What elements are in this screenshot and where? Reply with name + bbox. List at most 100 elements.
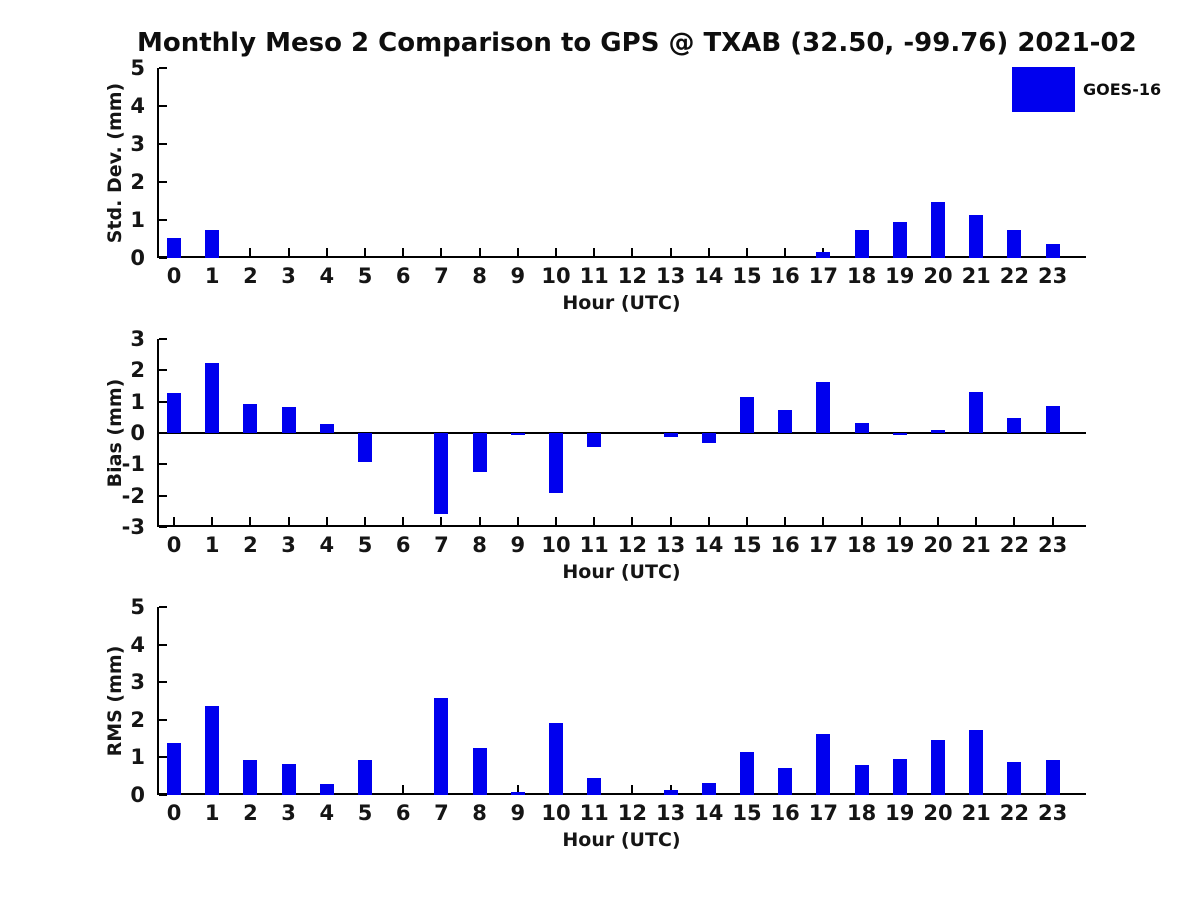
x-tick (440, 517, 443, 525)
x-tick (822, 517, 825, 525)
bar-hour-20 (931, 430, 945, 433)
y-tick (159, 606, 167, 608)
bar-hour-19 (892, 221, 907, 258)
x-tick (516, 248, 519, 256)
y-tick (159, 257, 167, 259)
x-tick (669, 785, 672, 793)
bar-hour-0 (167, 743, 181, 795)
y-tick (159, 756, 167, 759)
x-tick-label: 14 (694, 264, 724, 288)
x-tick-label: 13 (655, 264, 686, 288)
zero-line (157, 432, 1086, 434)
y-tick (159, 181, 167, 183)
bar-hour-18 (854, 229, 869, 258)
x-tick (516, 517, 519, 525)
subplot-stddev: 0 1 2 3 4 5 0 1 2 3 4 5 6 7 8 9 10 11 12 13 14 15 16 17 18 19 20 21… (104, 56, 1086, 314)
x-tick-label: 19 (885, 801, 915, 825)
bar-hour-7 (434, 697, 449, 795)
x-tick-label: 20 (923, 801, 953, 825)
x-axis-label: Hour (UTC) (562, 292, 681, 314)
x-tick-label: 22 (999, 264, 1029, 288)
y-tick-label: -1 (121, 452, 145, 477)
bar-hour-1 (205, 706, 220, 795)
x-tick-label: 10 (541, 533, 571, 557)
x-tick-label: 9 (510, 801, 526, 825)
y-tick-label: 0 (130, 246, 145, 270)
bar-hour-11 (587, 778, 602, 795)
x-tick-label: 20 (923, 533, 953, 557)
x-tick (211, 517, 214, 525)
x-tick (555, 248, 557, 256)
x-tick (784, 517, 787, 525)
bar-hour-1 (205, 230, 220, 258)
y-tick-label: 1 (130, 389, 145, 414)
x-tick-label: 12 (617, 533, 647, 557)
bar-hour-23 (1045, 406, 1060, 433)
x-tick (975, 517, 978, 525)
bar-hour-21 (969, 730, 984, 795)
x-tick-label: 20 (923, 264, 953, 288)
y-tick (159, 338, 167, 340)
x-tick-label: 0 (166, 801, 182, 825)
x-tick-label: 19 (885, 533, 915, 557)
bar-hour-14 (701, 783, 716, 795)
y-tick (159, 432, 167, 434)
bar-hour-13 (663, 789, 678, 795)
y-tick (159, 463, 167, 466)
x-tick-label: 8 (472, 264, 487, 288)
bar-hour-15 (740, 751, 754, 795)
x-tick-label: 9 (510, 264, 526, 288)
bar-hour-13 (663, 433, 678, 438)
y-tick (159, 718, 167, 721)
y-tick (159, 369, 167, 372)
y-axis-label: RMS (mm) (104, 645, 126, 757)
x-tick (555, 517, 557, 525)
y-axis-label: Bias (mm) (104, 378, 126, 488)
y-tick-label: 2 (130, 170, 145, 194)
x-tick-label: 15 (732, 264, 762, 288)
x-tick (1013, 517, 1016, 525)
x-axis-spine (157, 256, 1086, 258)
bar-hour-2 (243, 403, 258, 433)
y-tick (159, 494, 167, 497)
x-axis-spine (157, 793, 1086, 795)
x-tick-label: 17 (808, 533, 838, 557)
x-tick-label: 10 (541, 264, 571, 288)
legend: GOES-16 (1012, 67, 1161, 112)
bar-hour-14 (701, 433, 716, 443)
x-tick-label: 18 (846, 801, 877, 825)
figure-title: Monthly Meso 2 Comparison to GPS @ TXAB … (137, 28, 1137, 58)
legend-goes16-swatch-icon (1012, 67, 1075, 112)
x-tick (249, 248, 252, 256)
y-tick (159, 794, 167, 796)
x-tick (707, 248, 710, 256)
x-tick-label: 4 (319, 264, 335, 288)
bar-hour-23 (1045, 243, 1060, 258)
y-axis-spine (157, 607, 159, 795)
x-tick-label: 10 (541, 801, 571, 825)
x-tick-label: 5 (357, 264, 373, 288)
x-tick-label: 22 (999, 533, 1029, 557)
x-tick (898, 517, 901, 525)
x-tick-label: 12 (617, 264, 647, 288)
x-tick-label: 11 (579, 801, 609, 825)
x-tick-label: 11 (579, 533, 609, 557)
y-tick-label: 0 (130, 421, 145, 445)
subplot-bias: -3 -2 -1 0 1 2 3 0 1 2 3 4 5 6 7 8 9 10 11 12 13 14 15 16 17 18 19… (104, 327, 1086, 583)
x-tick-label: 13 (655, 801, 686, 825)
x-tick-label: 2 (243, 533, 258, 557)
x-tick-label: 7 (434, 533, 449, 557)
bar-hour-22 (1007, 417, 1022, 433)
x-tick (822, 248, 825, 256)
x-tick-label: 15 (732, 801, 762, 825)
x-tick-label: 14 (694, 533, 724, 557)
x-tick-label: 6 (395, 264, 411, 288)
x-tick-label: 23 (1037, 533, 1068, 557)
x-tick-label: 3 (281, 533, 296, 557)
x-tick (325, 248, 328, 256)
bar-hour-19 (892, 759, 907, 795)
x-tick-label: 5 (357, 801, 373, 825)
x-tick-label: 5 (357, 533, 373, 557)
y-tick-label: 4 (130, 632, 145, 657)
